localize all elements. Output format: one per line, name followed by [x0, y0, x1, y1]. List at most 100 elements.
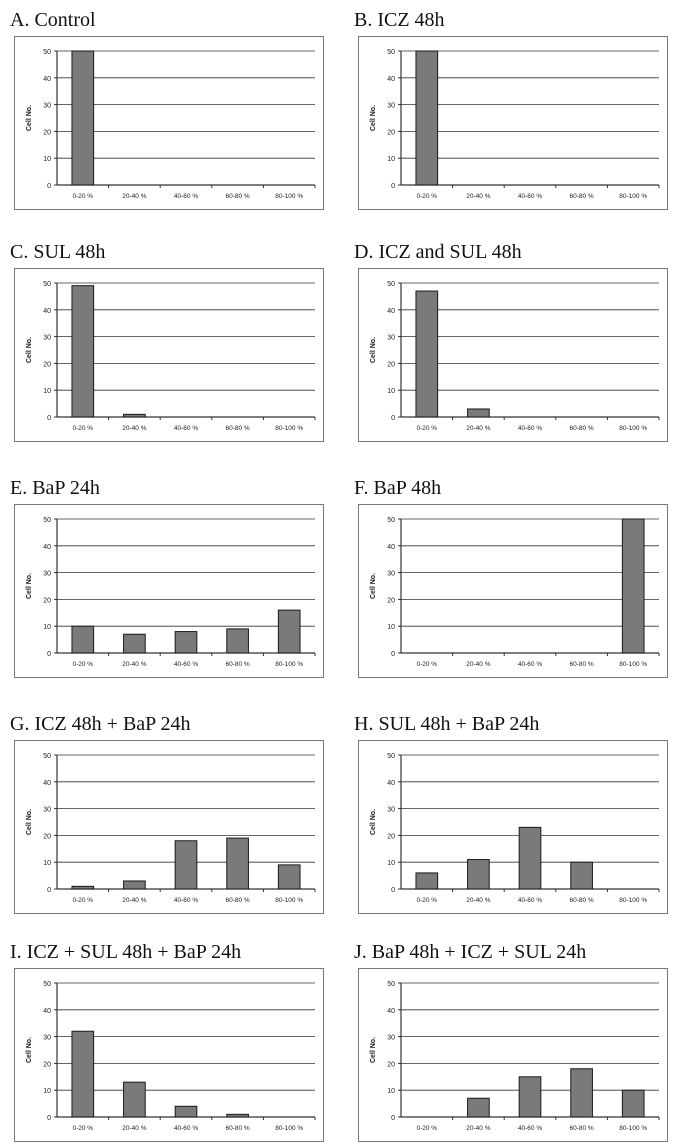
x-tick-label: 60-80 %	[225, 193, 249, 200]
x-tick-label: 20-40 %	[466, 661, 490, 668]
y-tick-label: 10	[43, 1088, 51, 1095]
bar	[621, 518, 645, 654]
bar	[621, 1089, 645, 1118]
y-tick-label: 10	[387, 1088, 395, 1095]
y-tick-label: 0	[391, 415, 395, 422]
y-tick-label: 20	[43, 1061, 51, 1068]
bar	[174, 1105, 198, 1118]
y-tick-label: 0	[391, 183, 395, 190]
x-tick-label: 0-20 %	[416, 1125, 437, 1132]
x-tick-label: 0-20 %	[416, 193, 437, 200]
bar-chart: 0 10 20 30 40 50 Cell No. 0-20 % 20-40 % 40-60 % 6…	[26, 281, 316, 432]
x-tick-label: 60-80 %	[569, 193, 593, 200]
y-tick-label: 40	[43, 544, 51, 551]
x-tick-label: 20-40 %	[466, 1125, 490, 1132]
y-tick-label: 20	[43, 361, 51, 368]
bar	[123, 1081, 146, 1118]
y-tick-label: 10	[43, 388, 51, 395]
x-tick-label: 80-100 %	[275, 425, 303, 432]
x-tick-label: 40-60 %	[518, 661, 542, 668]
y-tick-label: 40	[43, 308, 51, 315]
x-tick-label: 20-40 %	[122, 1125, 146, 1132]
x-tick-label: 20-40 %	[122, 661, 146, 668]
chart-frame: 0 10 20 30 40 50 Cell No. 0-20 % 20-40 % 40-60 % 6…	[358, 268, 668, 442]
y-tick-label: 0	[391, 887, 395, 894]
x-tick-label: 0-20 %	[416, 661, 437, 668]
bar	[415, 872, 439, 890]
y-axis-label: Cell No.	[370, 1037, 377, 1063]
bar	[570, 1068, 593, 1118]
y-tick-label: 20	[387, 361, 395, 368]
chart-frame: 0 10 20 30 40 50 Cell No. 0-20 % 20-40 % 40-60 % 6…	[358, 504, 668, 678]
y-tick-label: 50	[43, 517, 51, 524]
x-tick-label: 80-100 %	[619, 897, 647, 904]
y-tick-label: 30	[43, 1035, 51, 1042]
bar-chart: 0 10 20 30 40 50 Cell No. 0-20 % 20-40 % 40-60 % 6…	[370, 981, 660, 1132]
x-tick-label: 60-80 %	[569, 661, 593, 668]
bar-chart: 0 10 20 30 40 50 Cell No. 0-20 % 20-40 % 40-60 % 6…	[370, 281, 660, 432]
y-tick-label: 50	[387, 753, 395, 760]
y-tick-label: 50	[43, 753, 51, 760]
x-tick-label: 20-40 %	[122, 193, 146, 200]
panel-title: E. BaP 24h	[10, 477, 100, 499]
y-tick-label: 10	[43, 624, 51, 631]
bar-chart: 0 10 20 30 40 50 Cell No. 0-20 % 20-40 % 40-60 % 6…	[370, 49, 660, 200]
bar-chart: 0 10 20 30 40 50 Cell No. 0-20 % 20-40 % 40-60 % 6…	[26, 517, 316, 668]
x-tick-label: 20-40 %	[466, 193, 490, 200]
bar-chart: 0 10 20 30 40 50 Cell No. 0-20 % 20-40 % 40-60 % 6…	[370, 517, 660, 668]
bar	[467, 1097, 490, 1118]
y-tick-label: 40	[387, 780, 395, 787]
y-tick-label: 20	[387, 833, 395, 840]
bar	[467, 408, 490, 418]
y-tick-label: 50	[43, 981, 51, 988]
chart-frame: 0 10 20 30 40 50 Cell No. 0-20 % 20-40 % 40-60 % 6…	[14, 36, 324, 210]
x-tick-label: 0-20 %	[72, 661, 93, 668]
y-tick-label: 30	[43, 571, 51, 578]
y-tick-label: 20	[387, 1061, 395, 1068]
x-tick-label: 60-80 %	[225, 661, 249, 668]
y-tick-label: 0	[47, 415, 51, 422]
y-tick-label: 40	[387, 308, 395, 315]
y-axis-label: Cell No.	[26, 573, 33, 599]
y-tick-label: 20	[43, 833, 51, 840]
y-tick-label: 10	[387, 624, 395, 631]
chart-frame: 0 10 20 30 40 50 Cell No. 0-20 % 20-40 % 40-60 % 6…	[14, 504, 324, 678]
y-axis-label: Cell No.	[370, 809, 377, 835]
x-tick-label: 0-20 %	[416, 425, 437, 432]
x-tick-label: 20-40 %	[122, 425, 146, 432]
x-tick-label: 80-100 %	[619, 425, 647, 432]
x-tick-label: 20-40 %	[122, 897, 146, 904]
bar	[518, 826, 542, 890]
bar	[123, 413, 146, 418]
bar	[71, 1030, 95, 1118]
y-tick-label: 50	[43, 281, 51, 288]
panel-title: F. BaP 48h	[354, 477, 442, 499]
y-tick-label: 0	[391, 1115, 395, 1122]
chart-frame: 0 10 20 30 40 50 Cell No. 0-20 % 20-40 % 40-60 % 6…	[358, 740, 668, 914]
x-tick-label: 20-40 %	[466, 897, 490, 904]
bar	[71, 285, 95, 418]
bar	[123, 880, 146, 890]
x-tick-label: 80-100 %	[275, 897, 303, 904]
x-tick-label: 60-80 %	[569, 1125, 593, 1132]
y-tick-label: 20	[43, 129, 51, 136]
x-tick-label: 40-60 %	[174, 193, 198, 200]
y-tick-label: 50	[387, 49, 395, 56]
panel-title: D. ICZ and SUL 48h	[354, 241, 522, 263]
x-tick-label: 0-20 %	[72, 897, 93, 904]
bar	[174, 840, 198, 890]
x-tick-label: 80-100 %	[275, 661, 303, 668]
x-tick-label: 40-60 %	[174, 661, 198, 668]
y-tick-label: 0	[47, 1115, 51, 1122]
y-axis-label: Cell No.	[26, 809, 33, 835]
y-tick-label: 10	[387, 388, 395, 395]
y-tick-label: 20	[387, 597, 395, 604]
panel-title: I. ICZ + SUL 48h + BaP 24h	[10, 941, 242, 963]
bar	[415, 50, 439, 186]
y-tick-label: 40	[43, 76, 51, 83]
y-tick-label: 0	[47, 651, 51, 658]
y-tick-label: 50	[387, 981, 395, 988]
x-tick-label: 0-20 %	[416, 897, 437, 904]
bar-chart: 0 10 20 30 40 50 Cell No. 0-20 % 20-40 % 40-60 % 6…	[26, 753, 316, 904]
x-tick-label: 60-80 %	[225, 1125, 249, 1132]
